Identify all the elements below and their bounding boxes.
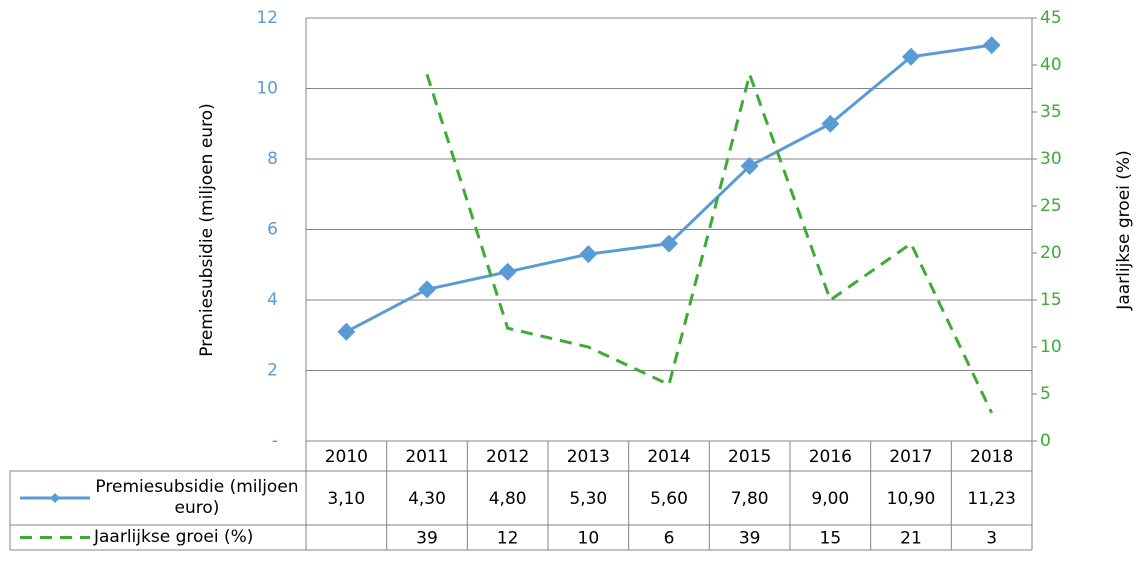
y2-tick-label: 5 [1040, 384, 1051, 404]
x-tick-label: 2013 [567, 447, 610, 467]
legend-label: Premiesubsidie (miljoen euro) [95, 477, 299, 518]
y-tick-label: 12 [256, 8, 278, 28]
x-tick-label: 2017 [889, 447, 932, 467]
y2-tick-label: 40 [1040, 55, 1062, 75]
data-point [337, 322, 356, 341]
table-value: 21 [900, 529, 922, 549]
y-tick-label: 2 [267, 361, 278, 381]
legend-label: Jaarlijkse groei (%) [94, 527, 254, 547]
data-point [982, 36, 1001, 55]
y-tick-label: 8 [267, 149, 278, 169]
data-point [498, 262, 517, 281]
series-line [425, 69, 994, 414]
data-point [579, 245, 598, 264]
x-tick-label: 2016 [809, 447, 852, 467]
table-value: 7,80 [731, 489, 769, 509]
x-tick-label: 2014 [647, 447, 690, 467]
data-point [821, 114, 840, 133]
table-value: 10 [578, 529, 600, 549]
table-value: 15 [820, 529, 842, 549]
x-tick-label: 2018 [970, 447, 1013, 467]
table-value: 9,00 [811, 489, 849, 509]
y-tick-label: 10 [256, 79, 278, 99]
y2-tick-label: 10 [1040, 337, 1062, 357]
table-value: 12 [497, 529, 519, 549]
x-tick-label: 2012 [486, 447, 529, 467]
table-value: 5,30 [569, 489, 607, 509]
y-axis-title: Premiesubsidie (miljoen euro) [197, 103, 217, 356]
x-tick-label: 2010 [325, 447, 368, 467]
y2-axis-title: Jaarlijkse groei (%) [1114, 150, 1134, 310]
y-tick-label: 6 [267, 220, 278, 240]
y2-tick-label: 20 [1040, 243, 1062, 263]
table-value: 4,80 [489, 489, 527, 509]
table-value: 10,90 [887, 489, 936, 509]
data-point [418, 280, 436, 299]
table-value: 5,60 [650, 489, 688, 509]
data-point [740, 157, 759, 176]
x-tick-label: 2015 [728, 447, 771, 467]
table-value: 3 [986, 529, 997, 549]
table-value: 4,30 [408, 489, 446, 509]
y2-tick-label: 30 [1040, 149, 1062, 169]
table-value: 6 [664, 529, 675, 549]
table-value: 39 [739, 529, 761, 549]
y2-tick-label: 25 [1040, 196, 1062, 216]
table-value: 39 [416, 529, 438, 549]
table-value: 3,10 [327, 489, 365, 509]
y2-tick-label: 0 [1040, 431, 1051, 451]
data-point [660, 234, 678, 253]
y2-tick-label: 45 [1040, 8, 1062, 28]
table-value: 11,23 [967, 489, 1016, 509]
y2-tick-label: 35 [1040, 102, 1062, 122]
y-tick-label: - [272, 431, 278, 451]
x-tick-label: 2011 [405, 447, 448, 467]
data-point [902, 47, 920, 66]
y2-tick-label: 15 [1040, 290, 1062, 310]
y-tick-label: 4 [267, 290, 278, 310]
legend-key-marker [50, 493, 60, 503]
